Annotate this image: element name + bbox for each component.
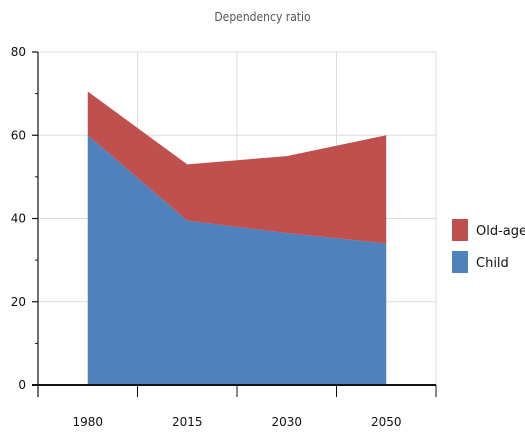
area-old-age xyxy=(87,91,387,244)
legend-swatch-child xyxy=(452,251,468,273)
y-tick-labels: 0 20 40 60 80 xyxy=(11,45,26,392)
legend-label-old-age: Old-age xyxy=(476,224,525,239)
x-tick-label: 2030 xyxy=(271,415,302,429)
legend-label-child: Child xyxy=(476,256,509,271)
y-tick-label: 20 xyxy=(11,295,26,309)
y-tick-label: 80 xyxy=(11,45,26,59)
y-tick-label: 0 xyxy=(18,378,26,392)
y-tick-label: 40 xyxy=(11,212,26,226)
x-tick-label: 2015 xyxy=(172,415,203,429)
legend-swatch-old-age xyxy=(452,219,468,241)
x-tick-labels: 1980 2015 2030 2050 xyxy=(72,415,401,429)
x-tick-label: 2050 xyxy=(371,415,402,429)
chart-title: Dependency ratio xyxy=(214,10,311,24)
area-child xyxy=(87,135,387,385)
axes xyxy=(32,51,437,397)
x-tick-label: 1980 xyxy=(72,415,103,429)
legend: Old-age Child xyxy=(452,219,525,273)
area-series-group xyxy=(87,91,387,385)
y-tick-label: 60 xyxy=(11,128,26,142)
